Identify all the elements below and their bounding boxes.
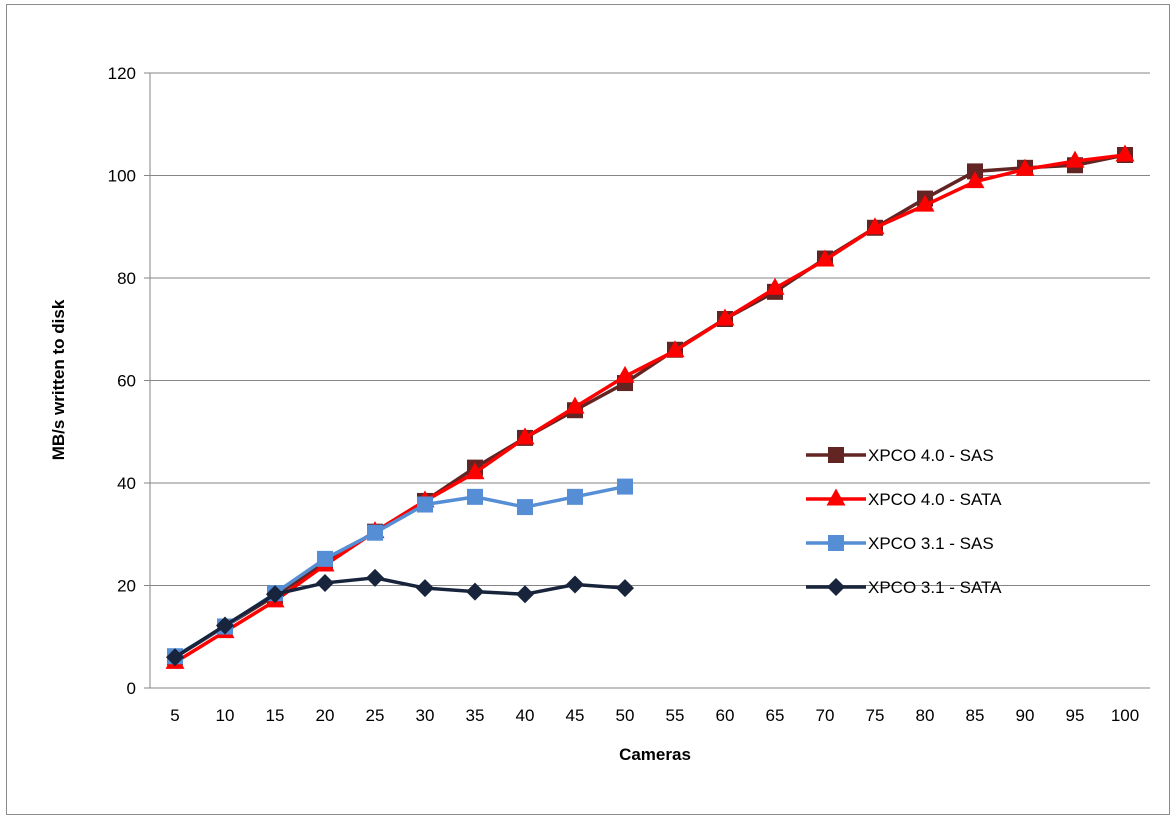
series-2-point-50 [615,365,635,383]
series-4-point-5 [166,648,184,667]
series-2-point-40 [515,427,535,445]
series-3-line [174,484,626,658]
legend-swatch-marker-3 [828,535,844,551]
x-tick-label-50: 50 [616,706,635,725]
x-tick-label-15: 15 [266,706,285,725]
x-tick-label-95: 95 [1066,706,1085,725]
legend-label-2: XPCO 4.0 - SATA [868,490,1002,509]
x-tick-label-25: 25 [366,706,385,725]
series-group [165,144,1135,669]
series-4-point-50 [616,579,634,598]
y-tick-label-120: 120 [108,64,136,83]
x-tick-label-55: 55 [666,706,685,725]
series-2-point-65 [765,277,785,295]
x-tick-label-90: 90 [1016,706,1035,725]
x-tick-labels: 5 10 15 20 25 30 35 40 45 50 55 60 65 70 75 80 85 90 95 100 [170,706,1139,725]
x-tick-label-20: 20 [316,706,335,725]
y-tick-label-100: 100 [108,167,136,186]
series-4-point-25 [366,568,384,587]
series-2-point-35 [465,462,485,480]
legend-swatch-marker-4 [827,578,845,596]
series-2-point-90 [1015,158,1035,176]
series-3-point-30 [417,496,433,513]
y-tick-label-0: 0 [127,679,136,698]
x-tick-label-75: 75 [866,706,885,725]
legend-item-1: XPCO 4.0 - SAS [806,446,994,465]
legend-item-3: XPCO 3.1 - SAS [806,534,994,553]
x-tick-label-70: 70 [816,706,835,725]
legend: XPCO 4.0 - SAS XPCO 4.0 - SATA XPCO 3.1 - … [806,446,1002,597]
y-tick-label-60: 60 [117,372,136,391]
x-tick-label-35: 35 [466,706,485,725]
legend-item-4: XPCO 3.1 - SATA [806,578,1002,597]
series-2-point-100 [1115,144,1135,162]
series-2-point-85 [965,171,985,189]
series-2-point-45 [565,396,585,414]
y-tick-labels: 0 20 40 60 80 100 120 [108,64,136,698]
y-tick-label-80: 80 [117,269,136,288]
series-4-point-35 [466,582,484,601]
series-3-point-50 [617,478,633,495]
x-tick-label-100: 100 [1111,706,1139,725]
legend-swatch-marker-1 [828,447,844,463]
x-tick-label-5: 5 [170,706,179,725]
x-tick-label-30: 30 [416,706,435,725]
x-tick-label-10: 10 [216,706,235,725]
y-axis-title: MB/s written to disk [49,299,68,460]
x-tick-label-80: 80 [916,706,935,725]
series-4-point-40 [516,585,534,604]
legend-label-4: XPCO 3.1 - SATA [868,578,1002,597]
series-4-point-10 [216,616,234,635]
x-tick-label-65: 65 [766,706,785,725]
series-2-point-80 [915,194,935,212]
series-3 [167,478,633,665]
series-2-point-55 [665,340,685,358]
series-3-point-45 [567,488,583,505]
series-2-line [174,153,1126,664]
chart-frame [6,4,1170,815]
series-4 [166,568,634,667]
y-tick-label-40: 40 [117,474,136,493]
legend-item-2: XPCO 4.0 - SATA [806,488,1002,509]
series-4-point-45 [566,575,584,594]
x-tick-label-40: 40 [516,706,535,725]
legend-label-3: XPCO 3.1 - SAS [868,534,994,553]
series-4-point-20 [316,573,334,592]
x-tick-label-45: 45 [566,706,585,725]
series-4-point-15 [266,585,284,604]
legend-swatch-marker-2 [826,488,846,506]
x-tick-label-60: 60 [716,706,735,725]
series-3-point-35 [467,488,483,505]
series-2-point-75 [865,217,885,235]
series-3-point-25 [367,524,383,541]
series-4-line [174,576,626,659]
y-tick-label-20: 20 [117,577,136,596]
axes [144,72,1150,689]
series-2-point-60 [715,308,735,326]
legend-label-1: XPCO 4.0 - SAS [868,446,994,465]
x-tick-label-85: 85 [966,706,985,725]
x-axis-title: Cameras [619,745,691,764]
series-3-point-40 [517,499,533,516]
series-2-point-70 [815,249,835,267]
series-1-line [174,153,1126,659]
series-4-point-30 [416,579,434,598]
series-3-point-20 [317,550,333,567]
series-2-point-95 [1065,150,1085,168]
